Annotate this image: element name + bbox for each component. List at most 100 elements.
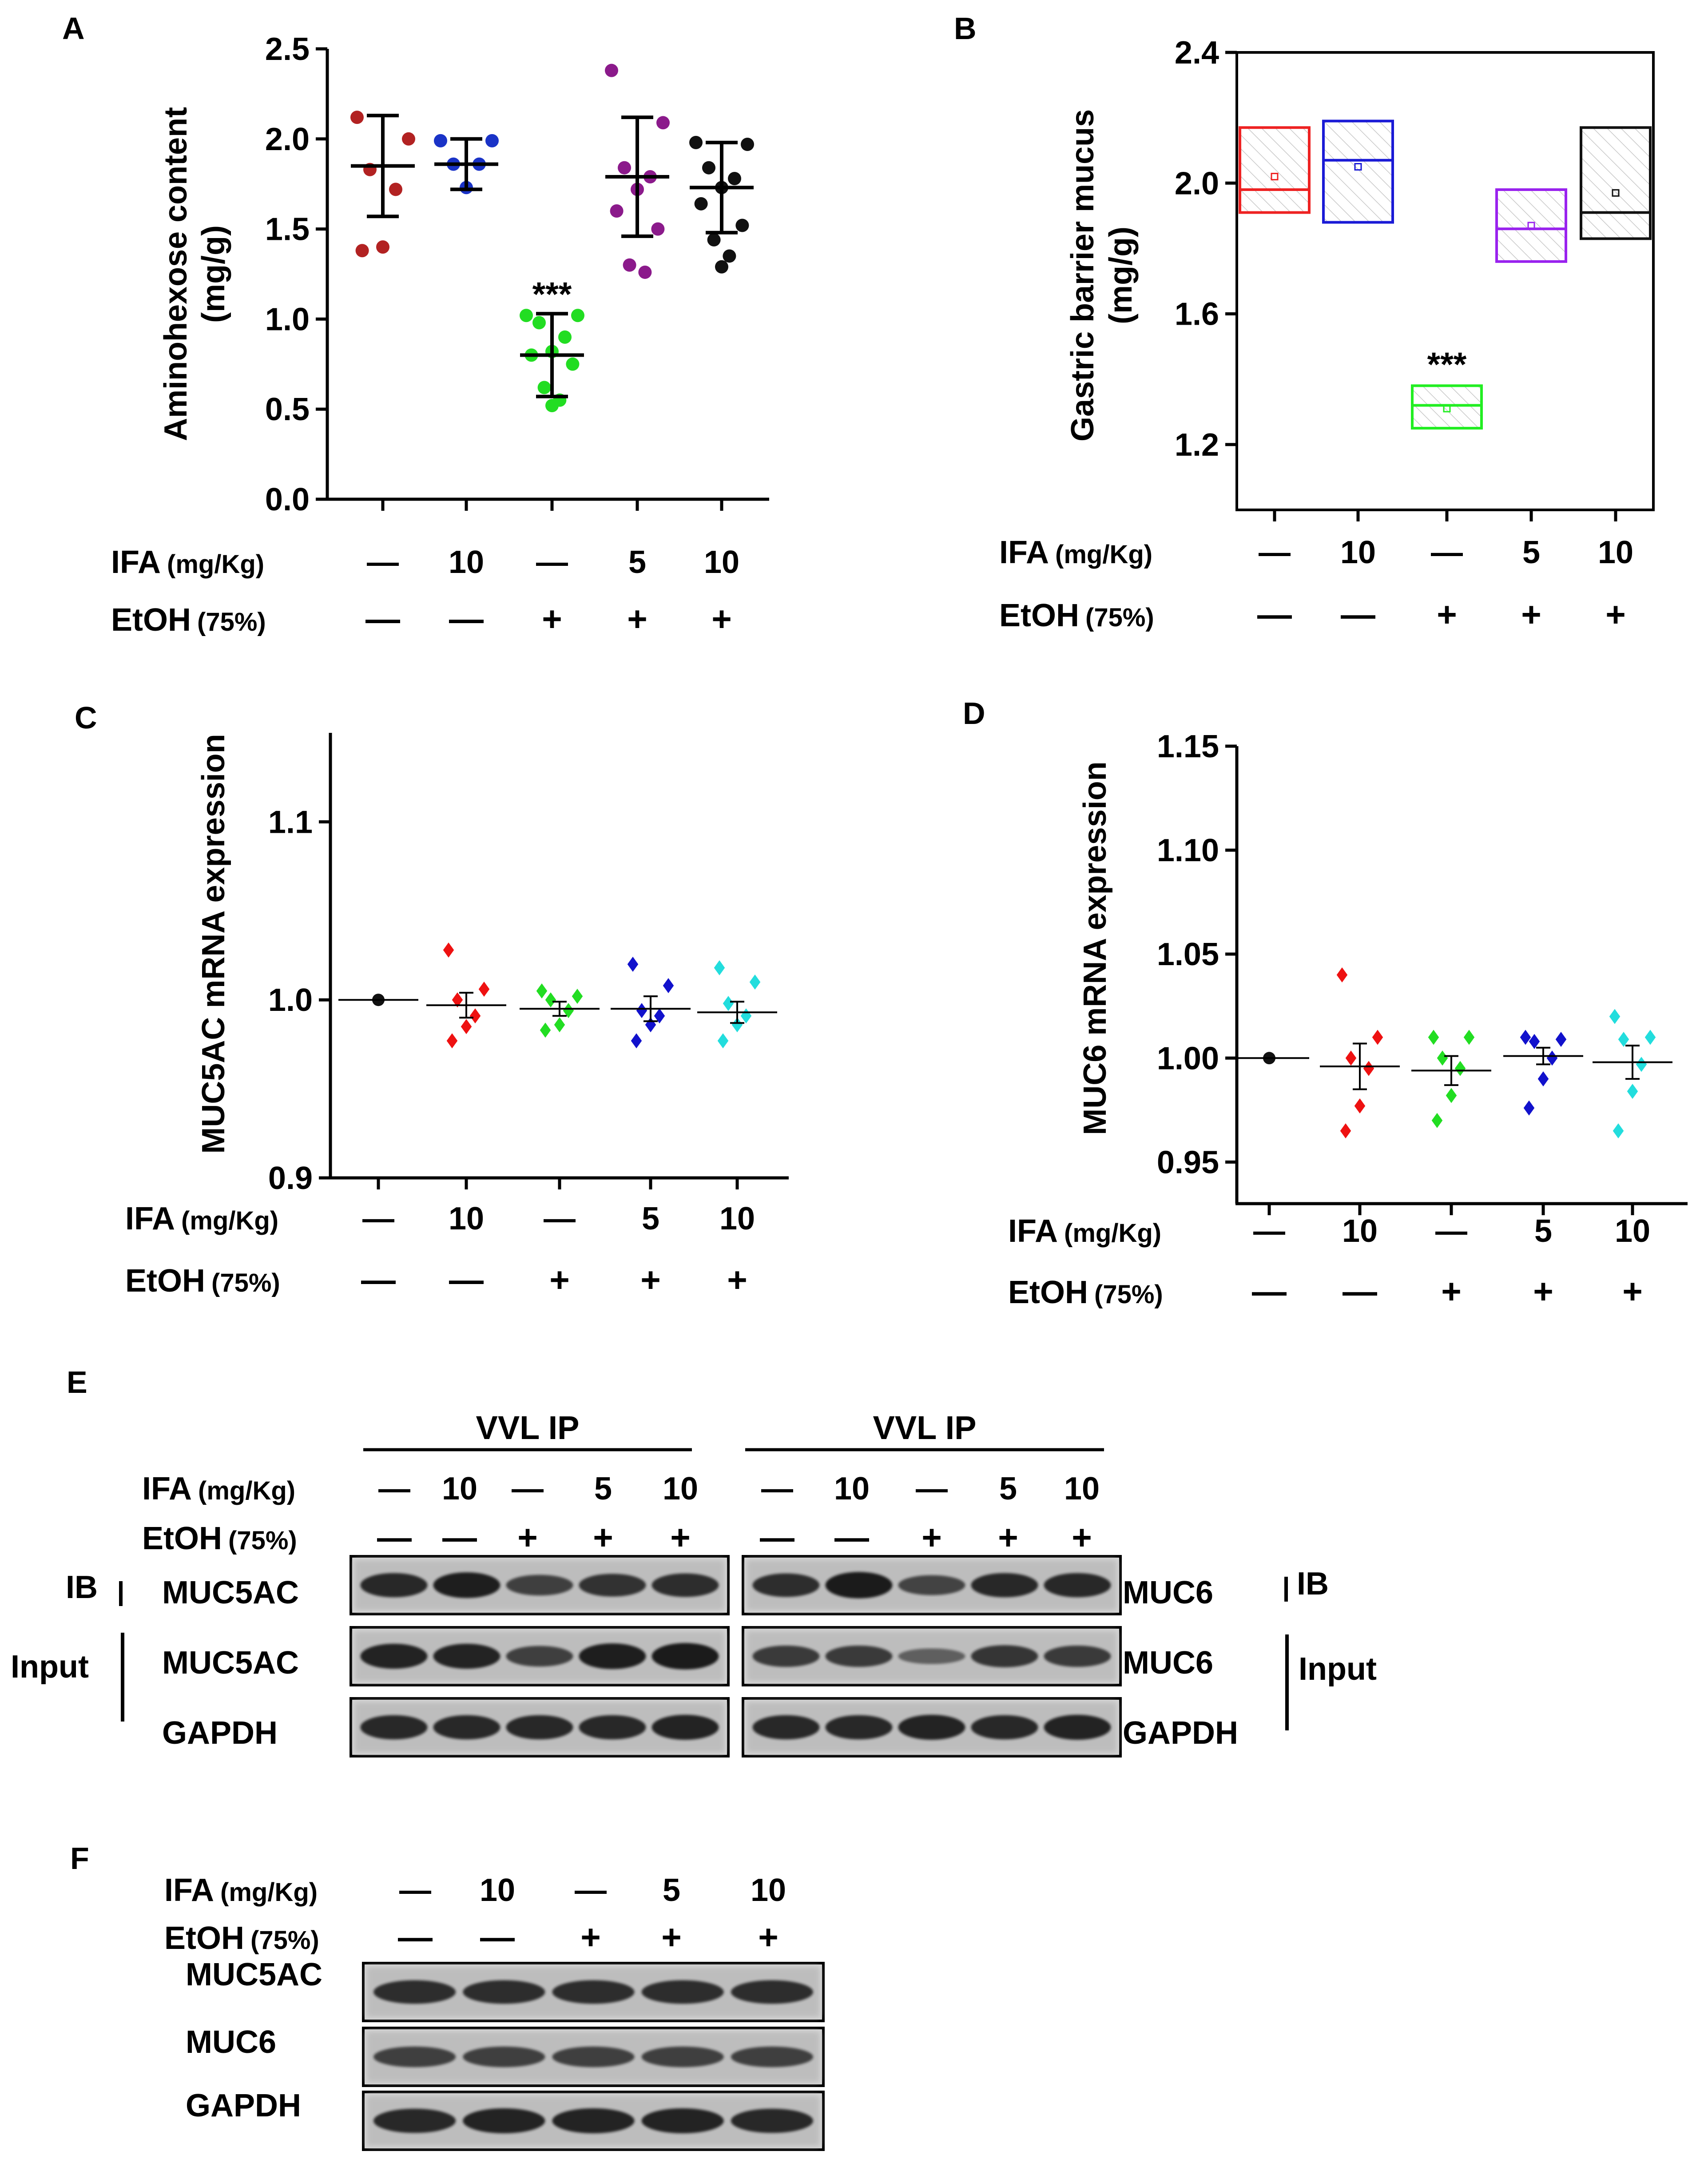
chart-b: 1.2 1.6 2.0 2.4 *** Gastric barrier mucus (… (1065, 35, 1655, 521)
chart-a-group-2 (434, 134, 499, 195)
blot-band (651, 1714, 719, 1740)
chart-a-point (545, 399, 559, 413)
chart-d-point (1431, 1113, 1443, 1128)
blot-strip (362, 1962, 825, 2022)
blot-e-right-row-label: MUC6 (1123, 1575, 1213, 1610)
chart-d-point (1446, 1088, 1457, 1103)
chart-c-point (654, 1008, 665, 1024)
chart-a-point (566, 357, 580, 371)
chart-c-point (443, 942, 454, 958)
chart-a-ytick-label: 0.5 (265, 392, 310, 427)
ifa-dose-value: — (761, 1471, 793, 1507)
ifa-dose-value: — (916, 1471, 948, 1507)
blot-e-right-row-label: MUC6 (1123, 1645, 1213, 1681)
etoh-value: — (377, 1518, 412, 1557)
chart-d-point (1618, 1032, 1629, 1047)
ifa-dose-value: 5 (663, 1873, 680, 1908)
chart-a-point (532, 316, 546, 330)
blot-strip (362, 2027, 825, 2087)
chart-c-point (446, 1033, 458, 1049)
ifa-dose-value: 5 (594, 1471, 612, 1507)
etoh-label: EtOH (75%) (1008, 1275, 1163, 1310)
chart-c-point (723, 996, 734, 1011)
input-left-label: Input (11, 1649, 89, 1685)
blot-band (1044, 1573, 1111, 1598)
chart-a-significance-label: *** (532, 275, 572, 313)
blot-band (651, 1573, 719, 1597)
chart-d-ytick-label: 1.10 (1157, 833, 1219, 868)
chart-d-point (1354, 1098, 1366, 1113)
blot-band (552, 1980, 635, 2004)
chart-c-point (452, 992, 463, 1008)
chart-a-ytick-label: 1.5 (265, 212, 310, 247)
etoh-value: + (517, 1518, 538, 1557)
etoh-label: EtOH (75%) (164, 1920, 319, 1956)
blot-band (731, 2108, 813, 2133)
etoh-value: + (1072, 1518, 1092, 1557)
blot-band (463, 2108, 545, 2134)
chart-d-point (1345, 1050, 1357, 1066)
etoh-value: + (998, 1518, 1018, 1557)
chart-b-mean-marker (1271, 173, 1279, 181)
chart-b-box-1 (1239, 126, 1311, 214)
ifa-dose-value: 10 (719, 1201, 755, 1237)
chart-c-ytick-label: 0.9 (268, 1161, 313, 1196)
blot-band (825, 1572, 893, 1598)
treatment-rows-c: IFA (mg/Kg) EtOH (75%) — — 10 — — +5 +10 + (125, 1201, 755, 1299)
ifa-dose-value: 10 (704, 545, 739, 580)
chart-c-point (731, 1017, 743, 1033)
blot-strip (742, 1697, 1122, 1757)
blot-band (825, 1715, 893, 1740)
blot-band (433, 1572, 500, 1598)
chart-c-point (631, 1033, 642, 1049)
etoh-label: EtOH (75%) (999, 598, 1154, 633)
ifa-label: IFA (mg/Kg) (125, 1201, 278, 1237)
etoh-value: + (1605, 595, 1626, 634)
chart-c-point (461, 1019, 472, 1034)
etoh-value: — (760, 1518, 794, 1557)
ifa-label: IFA (mg/Kg) (142, 1471, 295, 1507)
chart-b-ylabel-line1: Gastric barrier mucus (1065, 109, 1100, 441)
etoh-value: + (922, 1518, 942, 1557)
chart-c-group-4 (611, 957, 691, 1049)
chart-b-ytick-label: 2.0 (1175, 166, 1219, 201)
blot-band (1044, 1714, 1111, 1740)
etoh-value: — (365, 599, 400, 638)
ifa-dose-value: 10 (449, 1201, 484, 1237)
panel-letter-f: F (70, 1841, 89, 1876)
ifa-dose-value: 10 (449, 545, 484, 580)
etoh-value: + (1622, 1272, 1643, 1311)
chart-c-point (740, 1008, 752, 1024)
chart-a-point (735, 219, 749, 232)
etoh-label: EtOH (75%) (111, 602, 266, 638)
etoh-value: — (480, 1917, 515, 1956)
blot-band (579, 1643, 646, 1669)
panel-letter-c: C (75, 700, 97, 735)
chart-a-group-5 (689, 135, 754, 274)
chart-d-point (1644, 1030, 1656, 1045)
ifa-dose-value: 10 (834, 1471, 870, 1507)
chart-d-point (1627, 1084, 1638, 1099)
etoh-value: — (361, 1260, 396, 1299)
chart-b-mean-marker (1612, 189, 1620, 197)
blot-strip (350, 1626, 730, 1686)
ifa-dose-value: 10 (663, 1471, 698, 1507)
chart-a-point (618, 161, 631, 175)
chart-a-point (694, 197, 708, 211)
ifa-dose-value: 5 (1522, 535, 1540, 570)
chart-c-point (627, 957, 639, 972)
etoh-value: + (670, 1518, 691, 1557)
ifa-dose-value: — (536, 545, 568, 580)
chart-b-box-5 (1580, 126, 1652, 240)
etoh-label: EtOH (75%) (125, 1263, 280, 1299)
etoh-value: — (1341, 595, 1375, 634)
ifa-dose-value: — (378, 1471, 410, 1507)
blot-strip (350, 1697, 730, 1757)
ifa-dose-value: 5 (999, 1471, 1017, 1507)
blot-e-right-row-label: GAPDH (1123, 1715, 1238, 1751)
blot-band (641, 1980, 724, 2004)
chart-d-point (1363, 1061, 1374, 1076)
chart-b-ytick-label: 1.2 (1175, 427, 1219, 463)
chart-a-group-3 (520, 309, 584, 413)
blot-band (971, 1573, 1038, 1598)
